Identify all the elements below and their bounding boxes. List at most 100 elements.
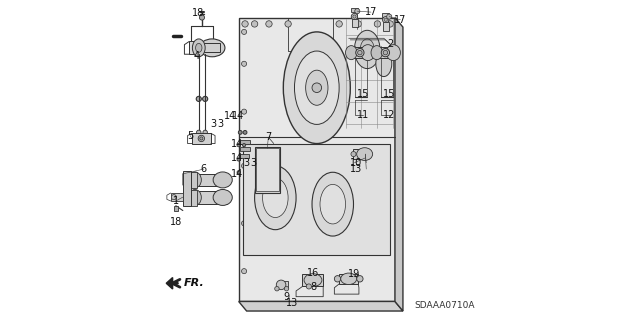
Bar <box>239 147 250 151</box>
Circle shape <box>355 21 362 27</box>
Circle shape <box>285 21 291 27</box>
Ellipse shape <box>356 148 372 160</box>
Bar <box>353 149 365 159</box>
Ellipse shape <box>376 51 392 77</box>
Polygon shape <box>166 278 173 289</box>
Circle shape <box>203 130 207 135</box>
Text: 12: 12 <box>383 110 396 121</box>
Ellipse shape <box>193 39 205 57</box>
Text: 13: 13 <box>349 164 362 174</box>
Text: 5: 5 <box>187 130 193 141</box>
Circle shape <box>241 163 246 168</box>
Circle shape <box>241 29 246 34</box>
Circle shape <box>383 17 389 23</box>
Bar <box>303 274 323 286</box>
Circle shape <box>312 83 321 93</box>
Circle shape <box>252 21 258 27</box>
Bar <box>174 206 178 211</box>
Text: 3: 3 <box>218 119 223 130</box>
Ellipse shape <box>320 184 346 224</box>
Circle shape <box>243 130 247 134</box>
Ellipse shape <box>304 274 322 286</box>
Ellipse shape <box>371 46 383 60</box>
Circle shape <box>242 21 248 27</box>
Ellipse shape <box>200 39 225 57</box>
Text: 14: 14 <box>231 153 243 163</box>
Ellipse shape <box>262 178 288 218</box>
Text: 16: 16 <box>307 268 319 278</box>
Text: 19: 19 <box>348 269 360 279</box>
Bar <box>195 174 227 186</box>
Ellipse shape <box>360 39 374 60</box>
Text: 14: 14 <box>224 111 236 122</box>
Circle shape <box>241 269 246 274</box>
Bar <box>383 22 389 31</box>
Bar <box>189 41 215 54</box>
Circle shape <box>384 18 387 21</box>
Circle shape <box>387 14 392 19</box>
Circle shape <box>387 21 394 27</box>
Text: 11: 11 <box>357 110 369 121</box>
Circle shape <box>275 286 279 291</box>
Bar <box>171 193 183 201</box>
Text: 2: 2 <box>387 39 394 49</box>
Circle shape <box>196 96 202 101</box>
Text: 18: 18 <box>192 8 204 19</box>
Circle shape <box>358 50 362 55</box>
Circle shape <box>241 61 246 66</box>
Text: 10: 10 <box>349 158 362 168</box>
Text: 1: 1 <box>173 196 179 206</box>
Circle shape <box>198 135 205 142</box>
Text: 4: 4 <box>193 51 199 61</box>
Text: SDAAA0710A: SDAAA0710A <box>414 301 475 310</box>
Bar <box>377 47 394 58</box>
Ellipse shape <box>387 45 401 61</box>
Bar <box>339 274 358 284</box>
Circle shape <box>307 284 312 289</box>
Ellipse shape <box>213 189 232 205</box>
Circle shape <box>237 171 240 174</box>
Circle shape <box>334 276 340 282</box>
Circle shape <box>353 15 356 18</box>
Bar <box>199 43 220 52</box>
Circle shape <box>200 15 205 20</box>
Ellipse shape <box>361 45 375 61</box>
Bar <box>189 190 197 206</box>
Circle shape <box>243 144 246 147</box>
Circle shape <box>266 21 272 27</box>
Circle shape <box>355 9 360 14</box>
Bar <box>278 281 288 288</box>
Text: 15: 15 <box>357 89 369 99</box>
Bar <box>239 154 249 158</box>
Circle shape <box>196 130 201 135</box>
Text: 15: 15 <box>383 89 396 99</box>
Bar <box>351 8 358 12</box>
Circle shape <box>284 286 289 291</box>
Circle shape <box>241 109 246 114</box>
Circle shape <box>374 21 381 27</box>
Ellipse shape <box>340 273 356 285</box>
Circle shape <box>356 276 363 282</box>
Ellipse shape <box>294 51 339 124</box>
Ellipse shape <box>276 280 286 290</box>
Bar <box>243 144 390 255</box>
Text: 18: 18 <box>170 217 182 227</box>
Ellipse shape <box>306 70 328 105</box>
Ellipse shape <box>312 172 353 236</box>
Ellipse shape <box>346 46 357 60</box>
Circle shape <box>241 221 246 226</box>
Circle shape <box>237 158 240 161</box>
Bar <box>195 191 227 204</box>
Circle shape <box>383 50 388 55</box>
Text: 3: 3 <box>210 119 216 130</box>
Bar <box>255 147 280 193</box>
Text: 14: 14 <box>232 111 244 122</box>
Circle shape <box>172 195 177 200</box>
Polygon shape <box>239 301 403 311</box>
Ellipse shape <box>255 166 296 230</box>
Text: 14: 14 <box>231 169 243 179</box>
Text: 17: 17 <box>394 15 406 25</box>
Circle shape <box>351 152 356 157</box>
Text: FR.: FR. <box>184 278 204 288</box>
Ellipse shape <box>196 43 202 52</box>
